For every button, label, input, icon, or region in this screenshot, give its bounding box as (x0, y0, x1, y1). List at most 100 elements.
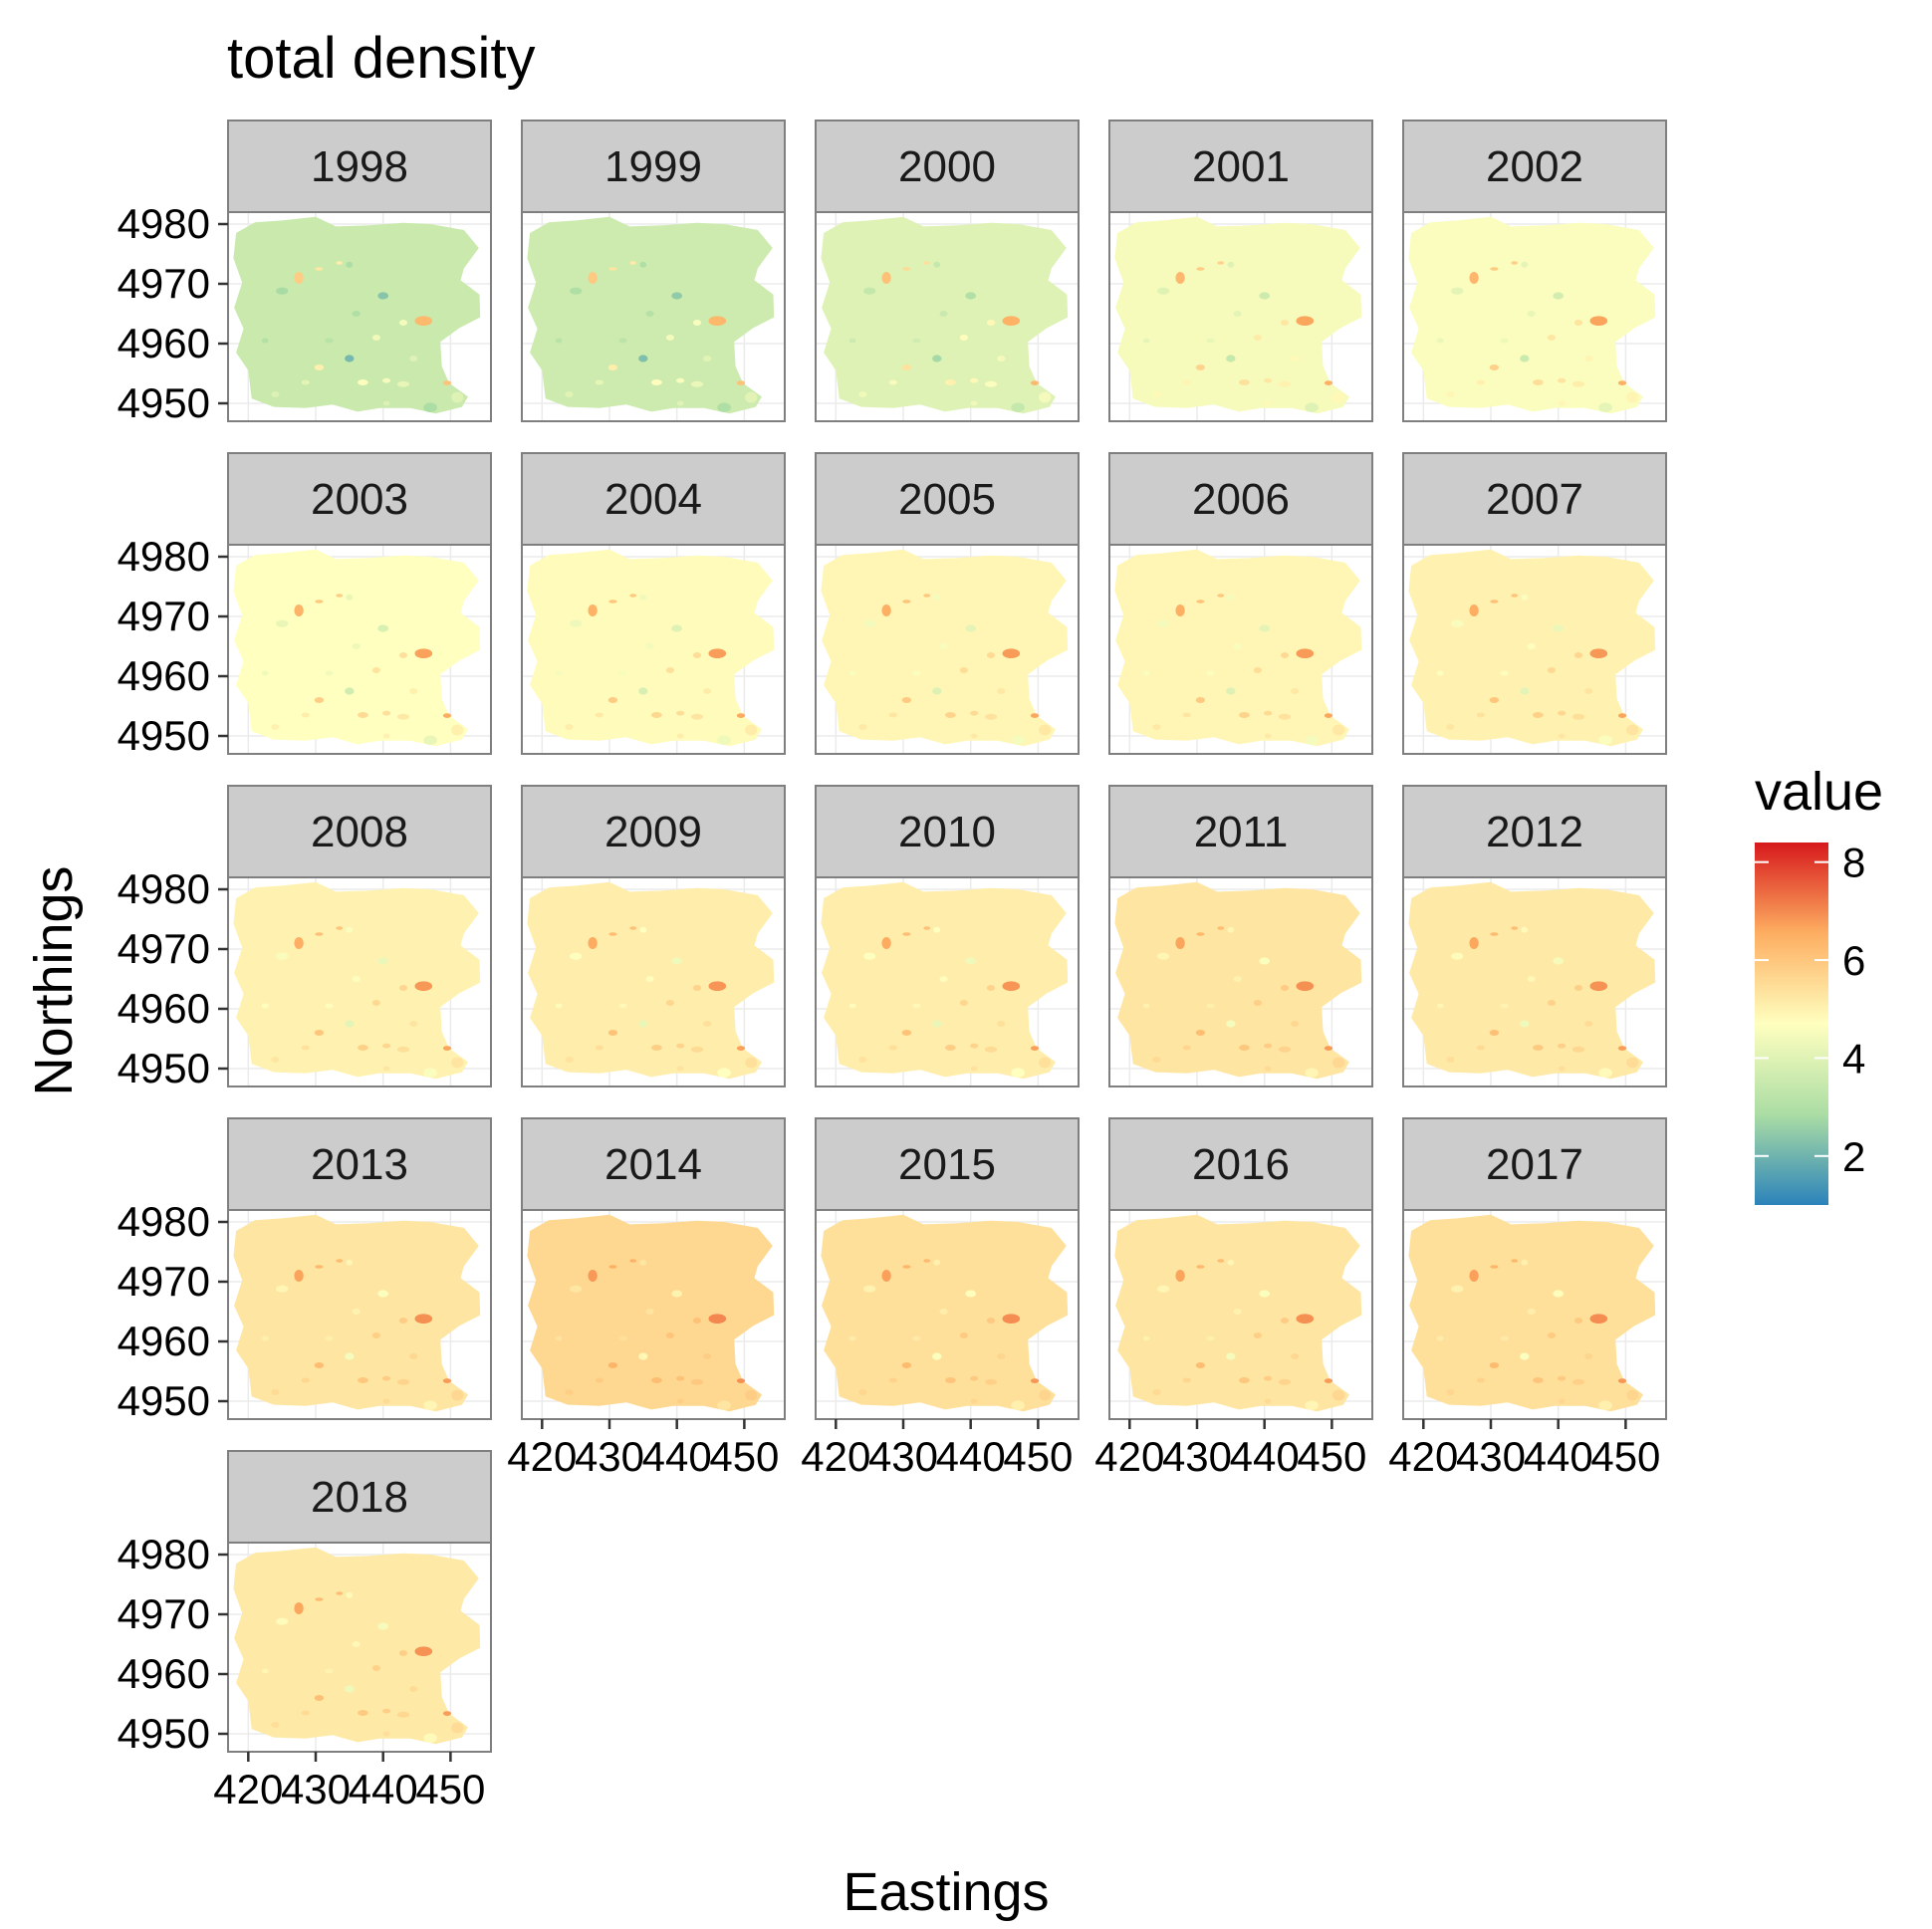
density-hotspot (629, 594, 637, 598)
facet-strip-label: 2014 (604, 1140, 702, 1189)
chart-title: total density (227, 26, 536, 91)
density-hotspot (848, 1335, 856, 1341)
density-hotspot (1436, 338, 1444, 344)
density-hotspot (970, 1043, 979, 1049)
density-hotspot (345, 687, 355, 695)
facet-strip-label: 2017 (1486, 1140, 1583, 1189)
density-hotspot (1520, 355, 1530, 362)
density-hotspot (396, 1711, 410, 1718)
density-hotspot (1520, 687, 1530, 695)
density-hotspot (1469, 604, 1479, 616)
density-hotspot (1573, 652, 1583, 658)
facet-strip (521, 1117, 786, 1211)
density-hotspot (1039, 724, 1052, 736)
density-hotspot (1196, 1265, 1205, 1269)
density-hotspot (1182, 1045, 1191, 1051)
density-hotspot (1227, 261, 1235, 268)
density-hotspot (382, 1066, 390, 1072)
density-hotspot (1490, 932, 1499, 936)
density-hotspot (1217, 926, 1225, 930)
facet-strip-label: 2016 (1192, 1140, 1290, 1189)
density-hotspot (986, 1318, 996, 1324)
density-hotspot (1547, 667, 1556, 673)
density-hotspot (1558, 1398, 1566, 1404)
density-hotspot (1469, 272, 1479, 284)
density-hotspot (618, 338, 627, 344)
density-hotspot (1002, 981, 1021, 991)
facet-panel-border (1402, 876, 1667, 1087)
density-hotspot (923, 261, 931, 265)
density-hotspot (1511, 926, 1519, 930)
density-hotspot (352, 311, 361, 317)
density-hotspot (1296, 1314, 1315, 1324)
density-hotspot (692, 985, 702, 991)
density-hotspot (358, 1377, 368, 1383)
density-hotspot (1332, 1389, 1345, 1401)
density-hotspot (261, 1003, 269, 1009)
x-tick-label: 430 (281, 1766, 351, 1812)
facet-panel-border (815, 1209, 1080, 1420)
density-hotspot (1527, 643, 1536, 649)
facet-strip-label: 2012 (1486, 808, 1583, 856)
density-hotspot (912, 1335, 921, 1341)
density-hotspot (638, 687, 648, 695)
density-hotspot (398, 1650, 408, 1656)
density-hotspot (1476, 712, 1485, 718)
facet-strip (521, 452, 786, 546)
legend-tick-label: 2 (1842, 1133, 1865, 1180)
density-hotspot (933, 926, 941, 933)
density-hotspot (1217, 261, 1225, 265)
density-hotspot (1558, 733, 1566, 739)
density-hotspot (1521, 1259, 1529, 1266)
density-hotspot (1626, 391, 1639, 403)
facet-strip-label: 2015 (898, 1140, 996, 1189)
density-hotspot (1490, 1265, 1499, 1269)
density-hotspot (314, 697, 325, 703)
density-hotspot (371, 1332, 380, 1338)
density-hotspot (1489, 1030, 1500, 1036)
density-hotspot (1233, 311, 1242, 317)
density-hotspot (639, 926, 647, 933)
density-hotspot (336, 1259, 344, 1263)
density-hotspot (1589, 981, 1608, 991)
density-hotspot (336, 926, 344, 930)
density-hotspot (1589, 316, 1608, 327)
density-hotspot (1291, 356, 1300, 362)
density-hotspot (665, 1000, 675, 1006)
density-hotspot (442, 1046, 452, 1051)
density-hotspot (1278, 1378, 1292, 1385)
density-hotspot (1446, 1057, 1455, 1063)
facet-strip-label: 2013 (311, 1140, 408, 1189)
density-hotspot (1500, 338, 1509, 344)
density-hotspot (1511, 261, 1519, 265)
y-tick-label: 4970 (118, 925, 210, 972)
density-hotspot (959, 667, 969, 673)
density-hotspot (1511, 1259, 1519, 1263)
density-hotspot (1142, 338, 1150, 344)
density-hotspot (301, 1710, 310, 1716)
density-hotspot (923, 1259, 931, 1263)
density-hotspot (902, 932, 911, 936)
density-hotspot (371, 335, 380, 341)
facet-panel-border (1108, 876, 1373, 1087)
density-hotspot (1617, 1046, 1627, 1051)
density-hotspot (638, 1352, 648, 1360)
facet-panel-border (521, 1209, 786, 1420)
x-axis-title: Eastings (843, 1862, 1049, 1922)
density-hotspot (676, 377, 685, 383)
density-hotspot (1533, 1045, 1544, 1051)
density-hotspot (294, 1602, 304, 1614)
density-hotspot (888, 712, 897, 718)
density-hotspot (276, 1285, 289, 1293)
x-tick-label: 420 (507, 1433, 577, 1480)
facet-panel-2006: 2006 (1108, 452, 1373, 755)
density-hotspot (301, 1045, 310, 1051)
y-axis-title: Northings (24, 865, 84, 1095)
density-hotspot (570, 619, 583, 627)
density-hotspot (1589, 1314, 1608, 1324)
density-hotspot (965, 292, 977, 300)
facet-panel-2002: 2002 (1402, 120, 1667, 422)
density-hotspot (261, 1668, 269, 1674)
density-hotspot (1264, 1375, 1273, 1381)
